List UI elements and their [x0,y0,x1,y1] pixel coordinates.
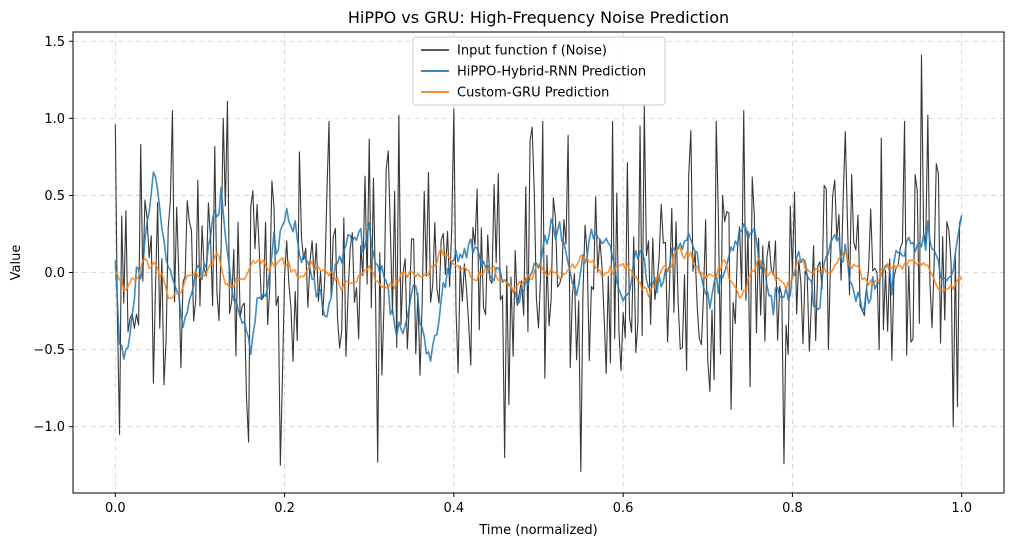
plot-frame [72,31,1005,494]
x-tick-label: 0.0 [105,501,126,516]
x-tick-label: 0.8 [782,501,803,516]
legend-box [412,36,666,106]
x-tick-label: 0.4 [444,501,465,516]
x-axis-label: Time (normalized) [478,523,597,538]
legend-label-gru: Custom-GRU Prediction [457,86,609,101]
y-tick-label: 1.5 [44,35,65,50]
y-tick-label: 0.5 [44,189,65,204]
y-tick-label: 1.0 [44,112,65,127]
legend-label-hippo: HiPPO-Hybrid-RNN Prediction [457,65,646,80]
y-tick-label: 0.0 [44,266,65,281]
y-tick-label: −1.0 [33,420,65,435]
chart-title: HiPPO vs GRU: High-Frequency Noise Predi… [348,8,729,27]
y-tick-label: −0.5 [33,343,65,358]
series-line-gru [114,246,963,300]
grid-lines [73,32,1004,493]
x-tick-label: 0.2 [274,501,295,516]
x-tick-label: 0.6 [613,501,634,516]
series-layer [114,54,963,472]
series-line-hippo [114,171,963,362]
legend: Input function f (Noise) HiPPO-Hybrid-RN… [412,36,666,106]
y-axis-label: Value [9,245,24,281]
axis-ticks: 0.0 0.2 0.4 0.6 0.8 1.0 −1.0 −0.5 0.0 0.5 1.0 1.5 [33,35,972,516]
legend-label-noise: Input function f (Noise) [457,44,607,59]
x-tick-label: 1.0 [951,501,972,516]
